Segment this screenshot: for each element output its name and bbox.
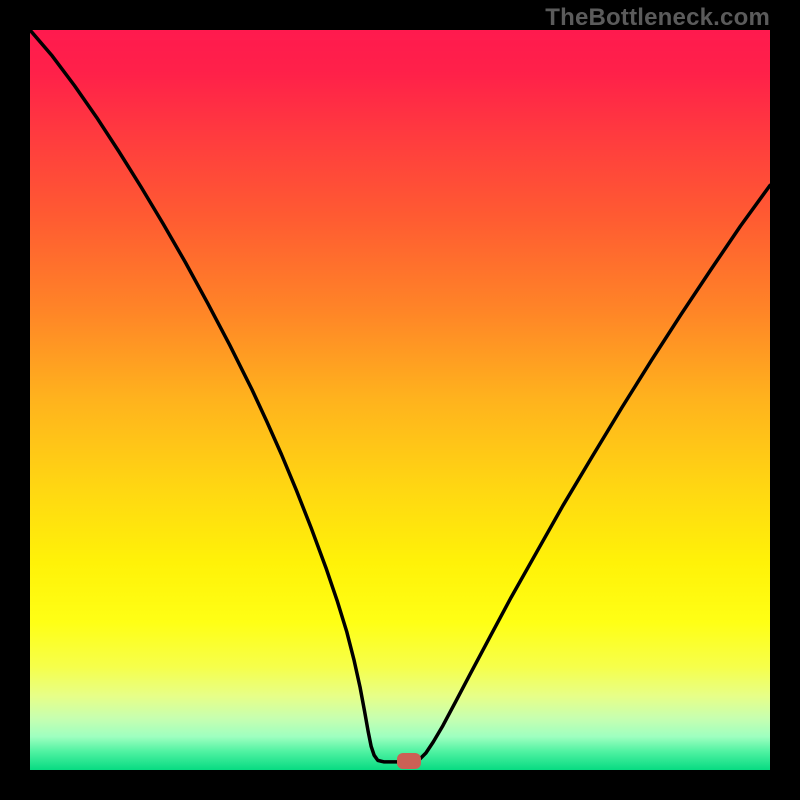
watermark-text: TheBottleneck.com — [545, 4, 770, 32]
minimum-marker — [397, 753, 421, 769]
plot-area — [30, 30, 770, 770]
chart-stage: TheBottleneck.com — [0, 0, 800, 800]
bottleneck-curve — [30, 30, 770, 762]
curve-svg — [30, 30, 770, 770]
